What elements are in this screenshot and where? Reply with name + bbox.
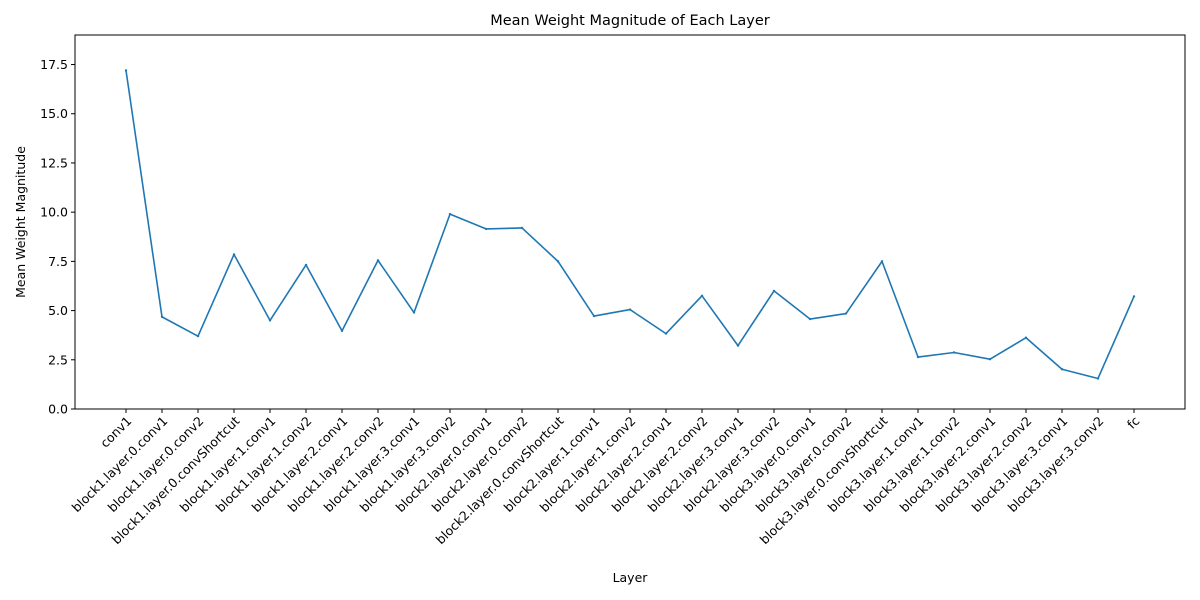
data-point [989,358,991,360]
data-point [737,344,739,346]
data-point [701,295,703,297]
data-point [557,260,559,262]
data-point [809,318,811,320]
data-point [1025,337,1027,339]
y-tick-label: 7.5 [48,254,68,269]
data-point [845,312,847,314]
data-point [593,315,595,317]
y-axis-label: Mean Weight Magnitude [13,146,28,298]
data-point [197,335,199,337]
data-point [629,308,631,310]
data-point [1133,295,1135,297]
data-point [161,316,163,318]
data-point [269,319,271,321]
data-point [773,290,775,292]
data-point [953,351,955,353]
data-point [377,259,379,261]
data-point [413,311,415,313]
data-point [485,228,487,230]
data-point [233,253,235,255]
data-point [521,227,523,229]
y-tick-label: 5.0 [48,303,68,318]
plot-frame [75,35,1185,409]
data-point [1097,377,1099,379]
y-tick-label: 2.5 [48,352,68,367]
chart-title: Mean Weight Magnitude of Each Layer [490,13,770,29]
series-layer [125,69,1135,379]
data-point [1061,368,1063,370]
x-axis-label: Layer [613,570,649,585]
data-point [881,260,883,262]
data-point [917,356,919,358]
data-point [665,332,667,334]
y-tick-label: 12.5 [40,155,68,170]
y-tick-label: 15.0 [40,106,68,121]
y-tick-label: 10.0 [40,205,68,220]
data-point [341,330,343,332]
data-point [305,264,307,266]
data-point [125,69,127,71]
x-tick-label: fc [1124,413,1143,432]
data-point [449,213,451,215]
series-line [126,70,1134,378]
y-tick-label: 0.0 [48,402,68,417]
axis-ticks: 0.02.55.07.510.012.515.017.5conv1block1.… [40,57,1142,547]
y-tick-label: 17.5 [40,57,68,72]
